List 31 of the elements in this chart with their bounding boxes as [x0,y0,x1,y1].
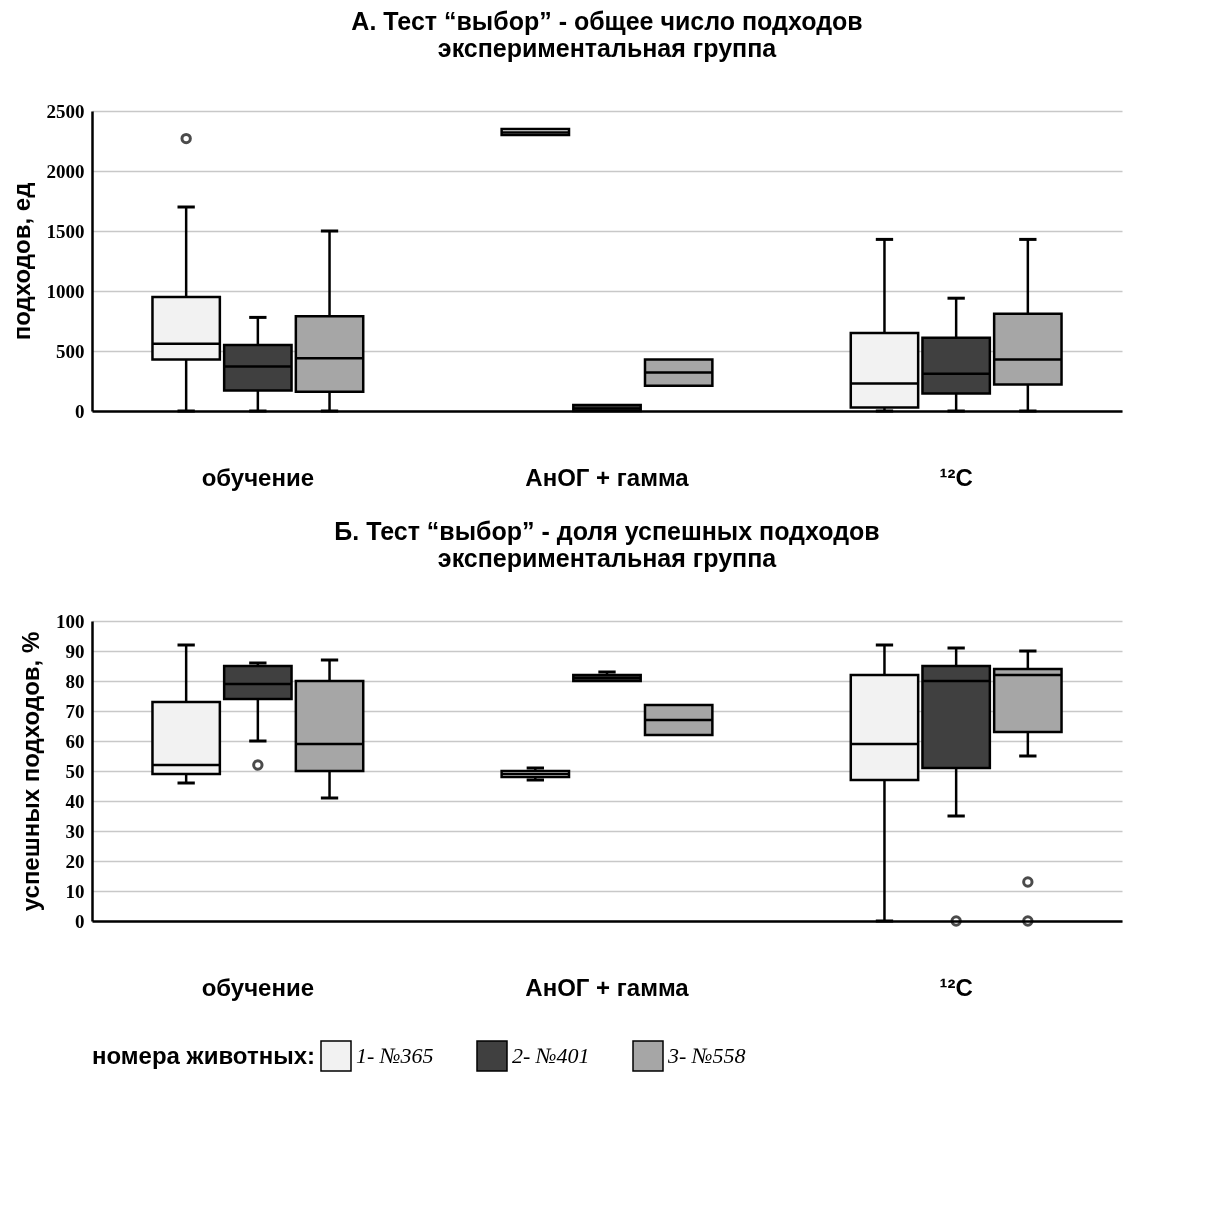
legend-label: 1- №365 [356,1043,434,1068]
chart-title: А. Тест “выбор” - общее число подходов экспериментальная группа [351,7,863,62]
y-tick-label: 1500 [46,220,85,242]
y-tick-label: 0 [75,400,85,422]
y-tick-label: 2000 [46,160,85,182]
legend-label: 2- №401 [512,1043,590,1068]
y-tick-label: 10 [65,880,85,902]
y-tick-label: 50 [65,760,85,782]
y-tick-label: 500 [56,340,85,362]
y-tick-label: 0 [75,910,85,932]
legend-title: номера животных: [92,1042,315,1069]
y-axis-title: успешных подходов, % [17,631,44,912]
y-tick-label: 70 [65,700,85,722]
x-tick-label: АнОГ + гамма [525,973,690,1001]
x-tick-label: обучение [201,463,315,491]
legend-label: 3- №558 [667,1043,746,1068]
x-tick-label: ¹²C [939,463,973,491]
chart-title: Б. Тест “выбор” - доля успешных подходов экспериментальная группа [334,517,880,572]
y-tick-label: 1000 [46,280,85,302]
y-tick-label: 60 [65,730,85,752]
y-tick-label: 100 [56,610,85,632]
y-tick-label: 30 [65,820,85,842]
y-tick-label: 90 [65,640,85,662]
y-tick-label: 40 [65,790,85,812]
y-tick-label: 2500 [46,100,85,122]
x-tick-label: АнОГ + гамма [525,463,690,491]
y-tick-label: 80 [65,670,85,692]
x-tick-label: обучение [201,973,315,1001]
y-tick-label: 20 [65,850,85,872]
y-axis-title: подходов, ед [7,182,35,341]
x-tick-label: ¹²C [939,973,973,1001]
